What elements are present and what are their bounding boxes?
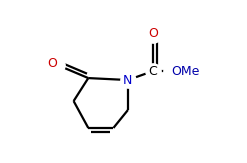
Text: C: C (149, 65, 157, 78)
Text: O: O (48, 57, 58, 70)
Text: OMe: OMe (172, 65, 200, 78)
Text: O: O (148, 27, 158, 40)
Text: N: N (123, 74, 133, 87)
